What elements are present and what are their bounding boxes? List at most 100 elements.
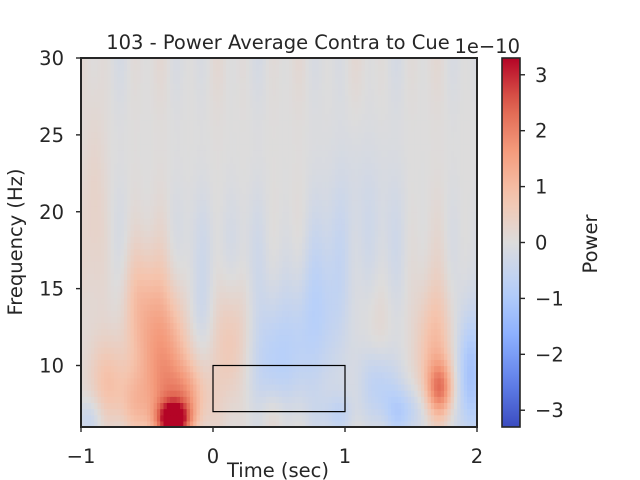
- heatmap-cell: [417, 217, 422, 225]
- heatmap-cell: [374, 414, 379, 422]
- heatmap-cell: [163, 420, 168, 427]
- heatmap-cell: [321, 402, 326, 410]
- heatmap-cell: [259, 304, 264, 311]
- heatmap-cell: [186, 254, 191, 262]
- heatmap-cell: [401, 291, 405, 299]
- heatmap-cell: [107, 230, 112, 237]
- heatmap-cell: [275, 260, 280, 268]
- heatmap-cell: [130, 383, 135, 391]
- heatmap-cell: [81, 230, 85, 237]
- heatmap-cell: [341, 359, 346, 367]
- heatmap-cell: [90, 365, 95, 373]
- heatmap-cell: [424, 236, 429, 244]
- heatmap-cell: [328, 254, 333, 262]
- heatmap-cell: [239, 230, 244, 237]
- heatmap-cell: [404, 211, 409, 219]
- heatmap-cell: [364, 371, 369, 379]
- heatmap-cell: [226, 285, 231, 293]
- heatmap-cell: [444, 236, 448, 244]
- heatmap-cell: [374, 193, 379, 201]
- heatmap-cell: [470, 304, 475, 311]
- heatmap-cell: [467, 340, 471, 348]
- heatmap-cell: [137, 279, 141, 287]
- heatmap-cell: [170, 402, 174, 410]
- heatmap-cell: [117, 365, 122, 373]
- heatmap-cell: [114, 248, 118, 256]
- heatmap-cell: [239, 193, 244, 201]
- heatmap-cell: [288, 279, 293, 287]
- heatmap-cell: [203, 316, 207, 324]
- heatmap-cell: [279, 205, 283, 213]
- heatmap-cell: [354, 230, 359, 237]
- heatmap-cell: [81, 353, 85, 360]
- heatmap-cell: [272, 414, 277, 422]
- heatmap-cell: [364, 217, 369, 225]
- heatmap-cell: [434, 383, 438, 391]
- heatmap-cell: [437, 365, 442, 373]
- heatmap-cell: [127, 297, 132, 305]
- heatmap-cell: [275, 230, 280, 237]
- heatmap-cell: [117, 174, 122, 182]
- heatmap-cell: [328, 230, 333, 237]
- heatmap-cell: [114, 390, 118, 397]
- heatmap-cell: [378, 353, 382, 360]
- heatmap-cell: [305, 383, 310, 391]
- heatmap-cell: [282, 187, 287, 194]
- heatmap-cell: [123, 340, 128, 348]
- heatmap-cell: [104, 254, 108, 262]
- heatmap-cell: [315, 297, 320, 305]
- heatmap-cell: [279, 224, 283, 231]
- heatmap-cell: [140, 420, 145, 427]
- heatmap-cell: [374, 347, 379, 354]
- heatmap-cell: [160, 174, 165, 182]
- heatmap-cell: [440, 353, 445, 360]
- heatmap-cell: [427, 273, 432, 280]
- heatmap-cell: [463, 408, 468, 416]
- heatmap-cell: [354, 390, 359, 397]
- heatmap-cell: [156, 230, 161, 237]
- heatmap-cell: [130, 304, 135, 311]
- heatmap-cell: [463, 285, 468, 293]
- heatmap-cell: [199, 304, 204, 311]
- heatmap-cell: [414, 242, 419, 250]
- heatmap-cell: [186, 224, 191, 231]
- heatmap-cell: [341, 193, 346, 201]
- heatmap-cell: [308, 377, 313, 385]
- heatmap-cell: [444, 347, 448, 354]
- heatmap-cell: [275, 211, 280, 219]
- heatmap-cell: [166, 181, 171, 188]
- heatmap-cell: [285, 347, 290, 354]
- heatmap-cell: [345, 402, 349, 410]
- heatmap-cell: [460, 193, 465, 201]
- heatmap-cell: [97, 328, 102, 336]
- heatmap-cell: [381, 211, 386, 219]
- heatmap-cell: [354, 205, 359, 213]
- heatmap-cell: [107, 193, 112, 201]
- heatmap-cell: [255, 359, 260, 367]
- heatmap-cell: [120, 322, 125, 330]
- heatmap-cell: [437, 297, 442, 305]
- heatmap-cell: [269, 297, 273, 305]
- heatmap-cell: [348, 297, 353, 305]
- heatmap-cell: [437, 408, 442, 416]
- heatmap-cell: [378, 310, 382, 317]
- heatmap-cell: [424, 230, 429, 237]
- heatmap-cell: [345, 205, 349, 213]
- heatmap-cell: [305, 217, 310, 225]
- heatmap-cell: [242, 322, 247, 330]
- heatmap-cell: [127, 347, 132, 354]
- heatmap-cell: [213, 297, 217, 305]
- heatmap-cell: [434, 322, 438, 330]
- heatmap-cell: [368, 402, 372, 410]
- heatmap-cell: [81, 365, 85, 373]
- heatmap-cell: [193, 310, 198, 317]
- heatmap-cell: [447, 260, 452, 268]
- heatmap-cell: [265, 390, 270, 397]
- heatmap-cell: [473, 316, 477, 324]
- heatmap-cell: [120, 242, 125, 250]
- heatmap-cell: [394, 205, 399, 213]
- heatmap-cell: [170, 359, 174, 367]
- heatmap-cell: [81, 254, 85, 262]
- heatmap-cell: [114, 322, 118, 330]
- heatmap-cell: [232, 353, 237, 360]
